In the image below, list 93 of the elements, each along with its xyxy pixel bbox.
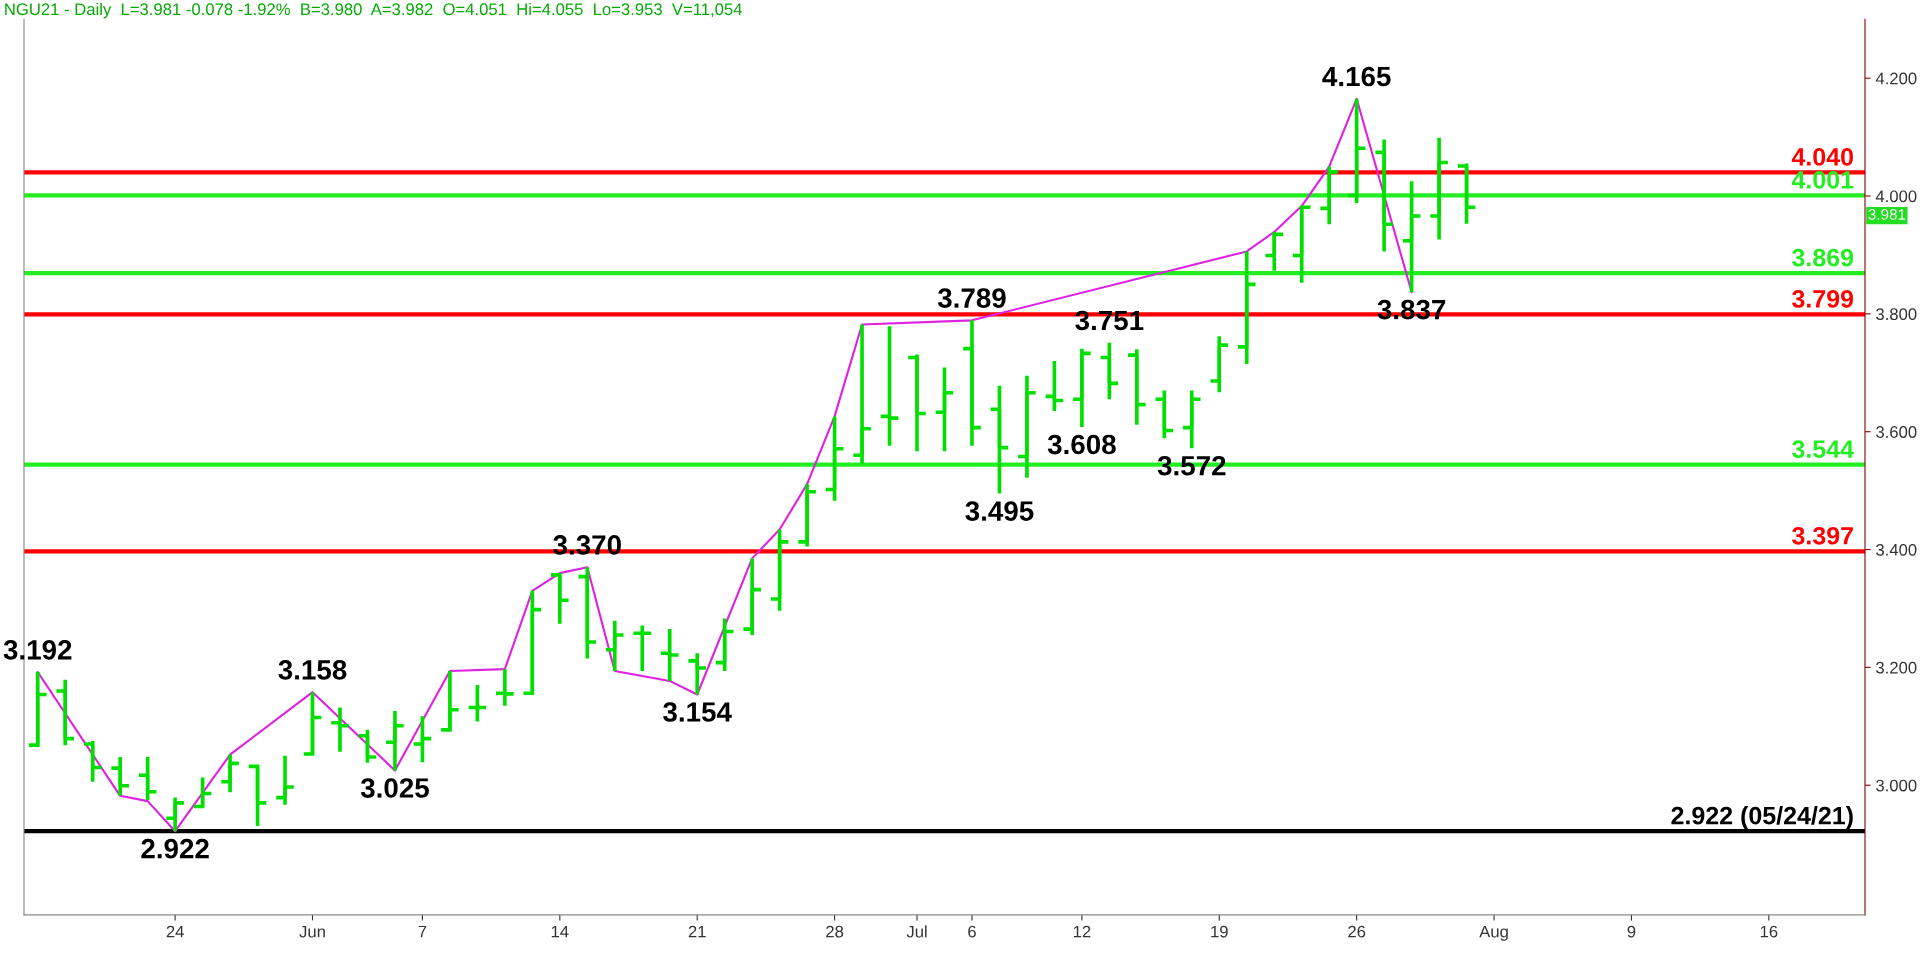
- candlestick: [54, 677, 76, 747]
- annotation: 2.922: [141, 838, 209, 859]
- annotation: 3.025: [360, 778, 429, 798]
- candlestick: [796, 482, 818, 549]
- x-tick-label: 24: [166, 925, 184, 938]
- candlestick: [1181, 388, 1203, 451]
- ref-line-label: 3.397: [1792, 526, 1853, 545]
- ref-line-label: 3.544: [1792, 440, 1854, 459]
- x-tick-label: 28: [826, 925, 844, 938]
- annotation: 4.165: [1322, 66, 1391, 87]
- chart-title: NGU21 - Daily L=3.981 -0.078 -1.92% B=3.980 A=3.982 O=4.051 Hi=4.055 Lo=3.953 V=11,054: [5, 2, 742, 19]
- candlestick: [878, 324, 901, 448]
- candlestick: [961, 318, 983, 448]
- annotation: 3.608: [1047, 434, 1116, 455]
- candlestick: [1126, 347, 1148, 427]
- candlestick: [384, 709, 406, 773]
- x-tick-label: Aug: [1479, 925, 1508, 941]
- candlestick: [604, 619, 626, 673]
- candlestick: [439, 669, 461, 732]
- annotation: 3.158: [278, 660, 347, 680]
- x-tick-label: 14: [551, 925, 569, 938]
- candlestick: [1208, 334, 1230, 395]
- candlestick: [1373, 137, 1395, 254]
- candlestick: [82, 739, 104, 784]
- candlestick: [1318, 164, 1340, 227]
- candlestick: [274, 753, 296, 807]
- candlestick: [246, 762, 269, 828]
- candlestick: [1043, 359, 1066, 413]
- candlestick: [851, 322, 873, 466]
- candlestick: [1153, 388, 1175, 440]
- candlestick: [686, 651, 708, 697]
- y-tick-label: 3.800: [1876, 308, 1917, 321]
- candlestick: [192, 775, 214, 811]
- ref-line-label: 3.799: [1792, 290, 1854, 308]
- annotation: 3.192: [3, 639, 72, 660]
- candlestick: [1428, 135, 1450, 242]
- candlestick: [1346, 96, 1368, 205]
- candlestick: [741, 556, 763, 637]
- text: 3.981: [1868, 209, 1906, 220]
- ref-line-label: 4.040: [1791, 148, 1853, 166]
- candlestick: [1291, 204, 1313, 285]
- candlestick: [1401, 179, 1423, 294]
- candlestick: [301, 690, 324, 757]
- annotation: 3.751: [1075, 310, 1144, 331]
- ref-line-label: 3.869: [1792, 248, 1854, 267]
- candlestick: [219, 752, 241, 795]
- candlestick: [933, 365, 956, 453]
- y-tick-label: 4.000: [1875, 190, 1917, 203]
- x-tick-label: 7: [418, 925, 427, 938]
- candlestick: [1016, 373, 1038, 480]
- x-tick-label: 26: [1348, 925, 1366, 938]
- ref-line-label: 4.001: [1791, 171, 1854, 189]
- candlestick: [1098, 340, 1120, 402]
- candlestick: [1071, 346, 1093, 429]
- candlestick: [631, 623, 653, 673]
- candlestick: [1236, 249, 1258, 366]
- candlestick: [823, 414, 846, 503]
- candlestick: [549, 571, 571, 626]
- candlestick: [769, 527, 791, 613]
- x-tick-label: 9: [1627, 925, 1636, 938]
- candlestick: [494, 667, 516, 708]
- y-tick-label: 3.000: [1876, 779, 1917, 792]
- candlestick: [109, 755, 131, 798]
- y-tick-label: 3.200: [1876, 661, 1917, 674]
- candlestick: [521, 588, 543, 696]
- ref-line-label: 2.922 (05/24/21): [1671, 806, 1853, 830]
- candlestick: [164, 795, 186, 833]
- x-tick-label: 6: [968, 925, 976, 938]
- candlestick: [659, 627, 681, 683]
- candlestick: [576, 565, 598, 661]
- x-tick-label: Jun: [299, 925, 325, 938]
- candlestick: [411, 714, 434, 765]
- candlestick: [137, 755, 159, 802]
- candlestick: [988, 383, 1011, 496]
- annotation: 3.789: [937, 288, 1006, 308]
- x-tick-label: 21: [688, 925, 706, 938]
- y-tick-label: 3.400: [1876, 543, 1917, 556]
- candlestick: [466, 683, 488, 724]
- annotation: 3.154: [663, 702, 732, 722]
- candlestick: [27, 670, 49, 747]
- candlestick: [714, 616, 736, 673]
- x-tick-label: 16: [1760, 925, 1778, 938]
- candlestick: [1455, 161, 1478, 226]
- candlestick: [329, 705, 351, 754]
- x-tick-label: 12: [1073, 925, 1091, 938]
- candlestick: [906, 352, 928, 453]
- x-tick-label: Jul: [906, 925, 927, 938]
- x-tick-label: 19: [1211, 925, 1228, 938]
- annotation: 3.495: [965, 501, 1034, 521]
- candlestick: [356, 728, 379, 765]
- candlestick: [1263, 230, 1285, 273]
- y-tick-label: 4.200: [1875, 72, 1917, 85]
- y-tick-label: 3.600: [1876, 426, 1917, 438]
